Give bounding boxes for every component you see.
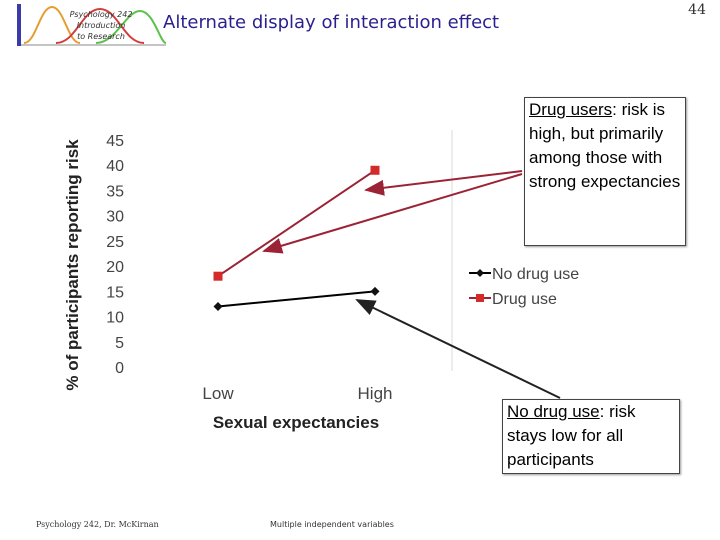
y-tick-label: 35 xyxy=(106,183,124,200)
logo-line-2: Introduction xyxy=(76,21,126,30)
callout-arrow xyxy=(355,299,561,399)
no-drug-use-callout: No drug use: risk stays low for all part… xyxy=(502,399,680,474)
no-drug-use-heading: No drug use xyxy=(507,402,600,421)
footer-course: Psychology 242, Dr. McKirnan xyxy=(36,520,159,529)
slide-title: Alternate display of interaction effect xyxy=(163,12,500,33)
data-point xyxy=(213,301,223,311)
y-tick-label: 40 xyxy=(106,158,124,175)
callout-arrow xyxy=(364,170,523,196)
x-tick-label: Low xyxy=(202,384,234,403)
y-tick-label: 30 xyxy=(106,209,124,226)
data-point xyxy=(370,286,380,296)
drug-users-heading: Drug users xyxy=(529,100,613,119)
course-logo: Psychology 242 Introduction to Research xyxy=(16,3,167,47)
callout-arrow xyxy=(262,173,523,254)
x-tick-label: High xyxy=(358,384,393,403)
y-tick-label: 20 xyxy=(106,259,124,276)
legend-label: No drug use xyxy=(492,266,579,283)
y-tick-label: 5 xyxy=(115,335,124,352)
drug-users-callout: Drug users: risk is high, but primarily … xyxy=(524,97,686,246)
legend-marker xyxy=(476,269,484,277)
logo-line-1: Psychology 242 xyxy=(69,10,133,19)
y-tick-label: 25 xyxy=(106,234,124,251)
no-drug-use-text: : risk stays low for all participants xyxy=(507,402,636,469)
y-tick-label: 15 xyxy=(106,284,124,301)
logo-curves-icon xyxy=(17,4,167,46)
y-axis-label: % of participants reporting risk xyxy=(63,139,82,391)
logo-line-3: to Research xyxy=(77,32,125,41)
y-tick-label: 10 xyxy=(106,310,124,327)
data-point xyxy=(213,271,223,281)
series-line xyxy=(217,169,376,278)
y-tick-label: 45 xyxy=(106,133,124,150)
page-number: 44 xyxy=(688,2,706,18)
drug-users-text: : risk is high, but primarily among thos… xyxy=(529,100,681,191)
legend-marker xyxy=(476,294,484,302)
y-tick-label: 0 xyxy=(115,360,124,377)
series-line xyxy=(217,290,376,308)
legend-label: Drug use xyxy=(492,291,557,308)
footer-topic: Multiple independent variables xyxy=(270,520,394,529)
x-axis-label: Sexual expectancies xyxy=(213,413,379,432)
data-point xyxy=(370,165,380,175)
